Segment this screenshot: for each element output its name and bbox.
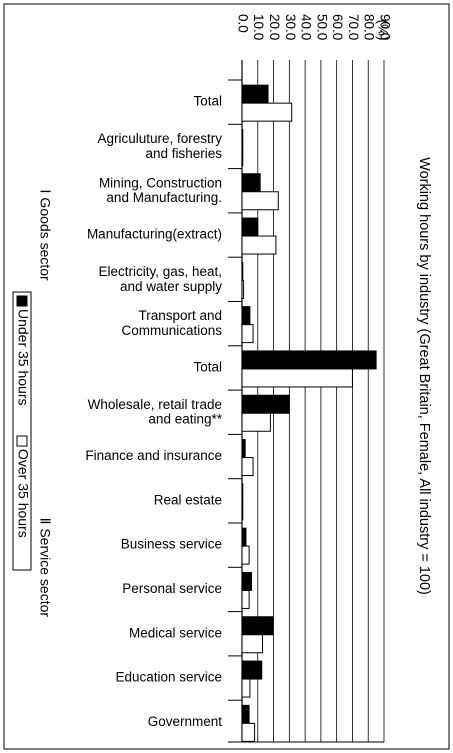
bar bbox=[241, 102, 293, 122]
bar bbox=[241, 368, 353, 388]
bar bbox=[241, 678, 251, 698]
bar bbox=[241, 634, 264, 654]
group-label: Ⅰ Goods sector bbox=[37, 189, 53, 281]
category-label: Electricity, gas, heat, and water supply bbox=[98, 263, 222, 293]
bar bbox=[241, 84, 269, 104]
legend: Under 35 hours Over 35 hours bbox=[12, 291, 32, 571]
x-tick-label: 50.0 bbox=[314, 14, 329, 40]
x-tick-label: 70.0 bbox=[346, 14, 361, 40]
chart-title: Working hours by industry (Great Britain… bbox=[416, 157, 432, 595]
bar bbox=[241, 394, 290, 414]
bar bbox=[241, 457, 254, 477]
group-label: Ⅱ Service sector bbox=[37, 518, 53, 618]
bar bbox=[241, 439, 246, 459]
category-label: Transport and Communications bbox=[121, 308, 222, 338]
bar bbox=[241, 146, 244, 166]
bar bbox=[241, 483, 244, 503]
bar bbox=[241, 616, 274, 636]
bar bbox=[241, 571, 252, 591]
frame bbox=[3, 3, 450, 750]
bar bbox=[241, 191, 279, 211]
x-tick-label: 30.0 bbox=[283, 14, 298, 40]
bar bbox=[241, 235, 277, 255]
bar bbox=[241, 660, 263, 680]
x-tick-label: 0.0 bbox=[235, 14, 250, 33]
x-tick-label: 60.0 bbox=[330, 14, 345, 40]
bar bbox=[241, 261, 244, 281]
category-label: Mining, Construction and Manufacturing. bbox=[99, 175, 222, 205]
legend-swatch bbox=[16, 295, 28, 307]
bar bbox=[241, 722, 256, 742]
x-tick-label: 40.0 bbox=[299, 14, 314, 40]
category-label: Total bbox=[193, 360, 222, 375]
x-tick-label: 20.0 bbox=[267, 14, 282, 40]
bar bbox=[241, 412, 271, 432]
bar bbox=[241, 545, 250, 565]
bar bbox=[241, 279, 245, 299]
legend-label: Over 35 hours bbox=[15, 449, 31, 538]
bar bbox=[241, 350, 377, 370]
legend-frame bbox=[12, 291, 32, 571]
bar bbox=[241, 173, 261, 193]
category-label: Education service bbox=[115, 670, 222, 685]
bar bbox=[241, 501, 244, 521]
category-label: Personal service bbox=[122, 581, 222, 596]
unit-label: (%) bbox=[375, 20, 390, 41]
bar bbox=[241, 527, 247, 547]
category-label: Medical service bbox=[129, 625, 222, 640]
category-label: Finance and insurance bbox=[85, 448, 222, 463]
category-label: Government bbox=[148, 714, 223, 729]
bar bbox=[241, 217, 259, 237]
bar bbox=[241, 704, 250, 724]
bar bbox=[241, 306, 251, 326]
bar bbox=[241, 324, 254, 344]
category-label: Total bbox=[193, 94, 222, 109]
legend-swatch bbox=[16, 435, 28, 447]
category-label: Business service bbox=[121, 537, 222, 552]
category-label: Wholesale, retail trade and eating** bbox=[88, 396, 223, 426]
x-tick-label: 80.0 bbox=[362, 14, 377, 40]
category-label: Real estate bbox=[154, 492, 222, 507]
x-tick-label: 90.0 bbox=[377, 14, 392, 40]
legend-label: Under 35 hours bbox=[15, 309, 31, 406]
category-label: Agriculuture, forestry and fisheries bbox=[97, 131, 222, 161]
bar bbox=[241, 128, 244, 148]
category-label: Manufacturing(extract) bbox=[87, 227, 222, 242]
bar bbox=[241, 589, 250, 609]
x-tick-label: 10.0 bbox=[251, 14, 266, 40]
